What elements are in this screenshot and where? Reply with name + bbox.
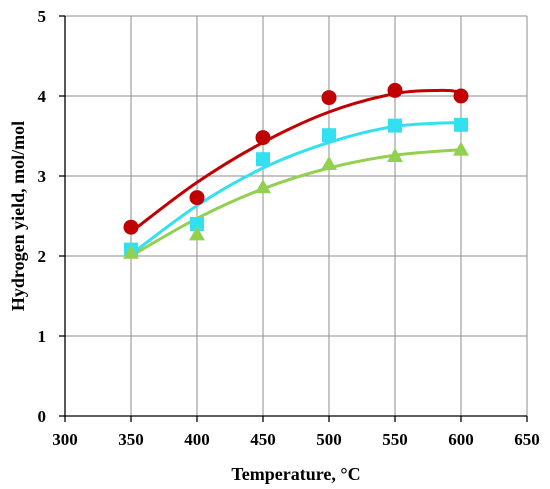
x-tick-label: 300 [52, 430, 78, 449]
x-tick-label: 400 [184, 430, 210, 449]
data-point-square [388, 118, 402, 133]
data-markers [123, 82, 469, 259]
y-tick-label: 1 [38, 327, 47, 346]
tick-labels: 300 350 400 450 500 550 600 650 0 1 2 3 4 5 [38, 7, 540, 449]
y-tick-label: 0 [38, 407, 47, 426]
grid [65, 15, 528, 416]
data-point-circle [123, 219, 139, 235]
data-point-circle [189, 190, 205, 206]
data-point-triangle [453, 141, 469, 156]
data-point-circle [321, 90, 337, 106]
axes [59, 15, 528, 422]
data-point-triangle [321, 156, 337, 170]
x-tick-label: 450 [250, 430, 276, 449]
trend-line-circle [129, 88, 463, 234]
data-point-square [256, 152, 270, 167]
data-point-circle [387, 82, 403, 98]
x-tick-label: 350 [118, 430, 144, 449]
data-point-square [454, 117, 468, 132]
y-tick-label: 4 [38, 87, 47, 106]
data-point-triangle [123, 244, 139, 259]
data-point-circle [255, 130, 271, 146]
x-tick-label: 650 [514, 430, 540, 449]
x-axis-title: Temperature, °C [231, 464, 360, 484]
data-point-triangle [255, 179, 271, 194]
data-point-triangle [387, 148, 403, 162]
data-point-circle [453, 88, 469, 104]
plot-area [65, 16, 527, 416]
y-tick-label: 2 [38, 247, 47, 266]
data-point-square [190, 217, 204, 231]
data-point-square [322, 128, 336, 143]
data-point-triangle [189, 226, 205, 241]
y-tick-label: 5 [38, 7, 47, 26]
x-tick-label: 600 [448, 430, 474, 449]
y-tick-label: 3 [38, 167, 47, 186]
x-tick-label: 500 [316, 430, 342, 449]
y-axis-title: Hydrogen yield, mol/mol [8, 121, 28, 311]
x-tick-label: 550 [382, 430, 408, 449]
